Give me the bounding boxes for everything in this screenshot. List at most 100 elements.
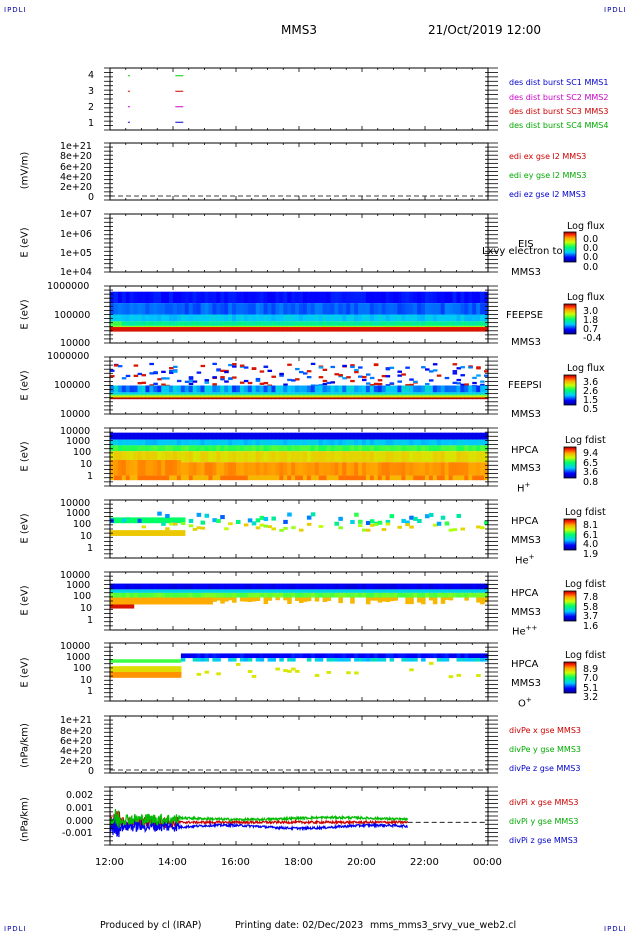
heatmap-cell (338, 445, 343, 452)
heatmap-cell (224, 451, 229, 463)
heatmap-cell (204, 321, 210, 326)
heatmap-cell (267, 432, 273, 440)
heatmap-cell (188, 377, 194, 380)
heatmap-cell (149, 459, 154, 476)
heatmap-cell (141, 459, 147, 476)
heatmap-cell (176, 395, 182, 398)
cb-title-eis: Log flux (567, 221, 605, 232)
heatmap-cell (314, 597, 320, 602)
heatmap-cell (456, 592, 462, 598)
heatmap-cell (196, 439, 202, 446)
heatmap-cell (295, 445, 300, 452)
heatmap-cell (326, 392, 332, 395)
heatmap-cell (334, 658, 339, 662)
heatmap-cell (251, 395, 257, 398)
heatmap-cell (448, 397, 454, 400)
cb-tick-feepsi-2: 1.5 (583, 395, 599, 406)
heatmap-cell (145, 314, 150, 322)
heatmap-cell (322, 439, 328, 446)
heatmap-cell (448, 597, 454, 601)
heatmap-cell (180, 291, 186, 304)
heatmap-cell (326, 583, 332, 590)
heatmap-cell (365, 592, 371, 598)
heatmap-cell (243, 327, 249, 332)
heatmap-cell (141, 659, 147, 663)
heatmap-cell (484, 303, 489, 315)
heatmap-cell (141, 439, 147, 446)
heatmap-cell (149, 325, 154, 328)
heatmap-cell (310, 397, 316, 400)
heatmap-cell (165, 513, 170, 519)
heatmap-cell (299, 432, 304, 440)
heatmap-cell (173, 517, 178, 524)
heatmap-cell (113, 445, 119, 452)
heatmap-cell (377, 439, 383, 446)
heatmap-cell (460, 439, 465, 446)
heatmap-cell (413, 395, 418, 398)
heatmap-cell (381, 658, 387, 662)
heatmap-cell (224, 394, 229, 396)
heatmap-cell (188, 382, 194, 386)
heatmap-cell (200, 520, 206, 525)
heatmap-cell (279, 462, 284, 476)
heatmap-cell (267, 327, 273, 332)
heatmap-cell (200, 321, 206, 326)
heatmap-cell (188, 395, 194, 398)
heatmap-cell (377, 291, 383, 304)
cb-tick-eis-1: 0.0 (583, 243, 599, 254)
heatmap-cell (456, 395, 462, 398)
heatmap-cell (153, 451, 158, 460)
heatmap-cell (216, 314, 221, 322)
heatmap-cell (440, 385, 446, 393)
heatmap-cell (302, 291, 308, 304)
heatmap-cell (208, 303, 213, 315)
heatmap-cell (125, 475, 131, 481)
ytick-edi-5: 0 (88, 192, 95, 203)
heatmap-cell (334, 462, 339, 476)
heatmap-cell (157, 445, 162, 452)
heatmap-cell (247, 325, 253, 328)
heatmap-cell (365, 394, 371, 396)
heatmap-cell (432, 475, 438, 481)
corner-label-top-right: IPDLI (604, 6, 627, 14)
heatmap-cell (444, 439, 450, 446)
heatmap-cell (362, 397, 367, 400)
heatmap-cell (401, 432, 406, 440)
heatmap-cell (275, 432, 280, 440)
heatmap-cell (125, 530, 131, 536)
heatmap-cell (346, 432, 351, 440)
heatmap-cell (259, 382, 265, 385)
heatmap-cell (314, 392, 320, 395)
heatmap-cell (180, 432, 186, 440)
heatmap-cell (291, 658, 296, 662)
heatmap-cell (472, 381, 477, 385)
species-name: O (518, 698, 526, 710)
ylabel-divpe: (nPa/km) (19, 723, 31, 768)
heatmap-cell (133, 303, 139, 315)
heatmap-cell (216, 369, 221, 372)
heatmap-cell (397, 525, 402, 529)
heatmap-cell (413, 327, 418, 332)
heatmap-cell (133, 321, 139, 326)
heatmap-cell (373, 589, 379, 593)
heatmap-cell (464, 451, 469, 463)
heatmap-cell (236, 662, 241, 666)
heatmap-cell (365, 327, 371, 332)
heatmap-cell (334, 445, 339, 452)
xtick-0: 12:00 (95, 857, 124, 868)
heatmap-cell (358, 583, 363, 590)
heatmap-cell (346, 397, 351, 400)
heatmap-cell (369, 439, 375, 446)
heatmap-cell (295, 583, 300, 590)
heatmap-cell (153, 589, 158, 593)
divpi-series-z (109, 815, 408, 838)
ylabel-hpca-o: E (eV) (19, 657, 31, 688)
heatmap-cell (385, 475, 391, 481)
heatmap-cell (436, 653, 442, 659)
heatmap-cell (157, 327, 162, 332)
heatmap-cell (436, 475, 442, 481)
heatmap-cell (291, 379, 296, 382)
heatmap-cell (243, 653, 249, 659)
heatmap-cell (153, 666, 158, 672)
heatmap-cell (346, 376, 351, 379)
